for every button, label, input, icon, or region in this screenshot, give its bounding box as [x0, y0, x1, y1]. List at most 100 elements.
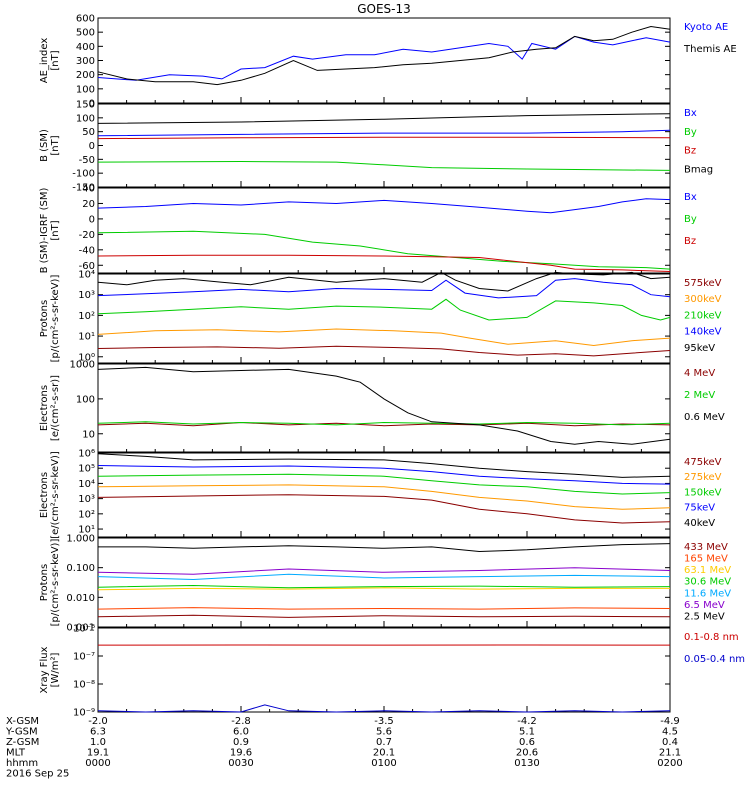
date-label: 2016 Sep 25: [6, 769, 69, 780]
footer-value: 4.5: [662, 727, 678, 738]
y-tick-label: 100: [76, 394, 95, 405]
legend-entry: Themis AE: [683, 44, 737, 55]
y-tick-label: 10⁻⁷: [73, 652, 95, 663]
y-tick-label: 10⁶: [78, 449, 95, 460]
y-axis-label: B (SM)-IGRF (SM): [39, 188, 50, 274]
series-line: [97, 278, 671, 299]
footer-value: 21.1: [659, 748, 681, 759]
legend-entry: By: [684, 214, 697, 225]
y-tick-label: 0: [89, 99, 95, 110]
panel-frame: [97, 627, 671, 713]
y-tick-label: 0.010: [66, 593, 95, 604]
series-line: [97, 421, 671, 427]
footer-value: 0.9: [233, 737, 249, 748]
y-axis-label: Electrons: [39, 385, 50, 431]
y-axis-label: Protons: [39, 300, 50, 337]
legend-entry: 300keV: [684, 294, 722, 305]
footer-value: 20.1: [373, 748, 395, 759]
series-line: [97, 254, 671, 272]
legend-entry: 40keV: [684, 518, 715, 529]
series-line: [97, 614, 671, 618]
y-tick-label: 0.001: [66, 623, 95, 634]
panel-frame: [97, 103, 671, 188]
footer-value: -2.8: [231, 716, 251, 727]
series-line: [97, 129, 671, 137]
series-line: [97, 584, 671, 589]
series-line: [97, 298, 671, 321]
series-line: [97, 345, 671, 357]
y-axis-label: [p/(cm²-s-sr-keV)]: [50, 539, 61, 627]
footer-value: -4.2: [517, 716, 537, 727]
y-axis-label: [e/(cm²-s-sr)]: [50, 375, 61, 441]
y-tick-label: 10⁻⁶: [73, 624, 95, 635]
y-tick-label: 100: [76, 113, 95, 124]
footer-value: 0030: [228, 758, 253, 769]
y-axis-label: Xray Flux: [39, 646, 50, 693]
series-line: [98, 543, 671, 553]
series-line: [97, 453, 671, 478]
legend-entry: 275keV: [684, 472, 722, 483]
series-line: [97, 421, 671, 426]
y-tick-label: 600: [76, 14, 95, 25]
series-line: [97, 366, 671, 445]
y-tick-label: 1.000: [66, 534, 95, 545]
y-tick-label: -50: [79, 155, 95, 166]
series-line: [97, 473, 671, 495]
footer-value: -4.9: [660, 716, 680, 727]
series-line: [97, 567, 671, 575]
series-line: [97, 704, 671, 713]
footer-value: 0000: [85, 758, 110, 769]
y-tick-label: 20: [82, 199, 95, 210]
series-line: [97, 136, 671, 140]
series-line: [97, 607, 671, 610]
footer-row-label: Z-GSM: [6, 737, 39, 748]
legend-entry: 11.6 MeV: [684, 588, 731, 599]
footer-value: 20.6: [516, 748, 538, 759]
legend-entry: By: [684, 127, 697, 138]
series-line: [97, 25, 671, 86]
series-line: [97, 271, 671, 292]
panel-frame: [97, 17, 671, 104]
y-tick-label: 10¹: [78, 332, 95, 343]
footer-value: 6.0: [233, 727, 249, 738]
y-tick-label: 10²: [78, 509, 95, 520]
y-tick-label: 0: [89, 141, 95, 152]
legend-entry: 575keV: [684, 278, 722, 289]
legend-entry: 30.6 MeV: [684, 577, 731, 588]
legend-entry: 0.6 MeV: [684, 412, 725, 423]
panel-frame: [97, 452, 671, 538]
footer-row-label: X-GSM: [6, 716, 39, 727]
series-line: [97, 587, 670, 591]
y-tick-label: 10⁴: [78, 479, 95, 490]
y-axis-label: [nT]: [50, 50, 61, 70]
chart-title: GOES-13: [357, 2, 411, 16]
legend-entry: 210keV: [684, 310, 722, 321]
panel-frame: [97, 537, 671, 628]
footer-value: 19.6: [230, 748, 252, 759]
legend-entry: 165 MeV: [684, 554, 728, 565]
legend-entry: 0.1-0.8 nm: [684, 632, 739, 643]
y-tick-label: 200: [76, 70, 95, 81]
footer-row-label: MLT: [6, 748, 26, 759]
y-tick-label: -20: [79, 230, 95, 241]
footer-value: 0.4: [662, 737, 678, 748]
y-axis-label: [nT]: [50, 220, 61, 240]
y-tick-label: 10⁵: [78, 464, 95, 475]
y-tick-label: -150: [72, 183, 95, 194]
y-axis-label: [e/(cm²-s-sr-keV)]: [50, 451, 61, 539]
y-tick-label: 10⁰: [78, 352, 95, 363]
y-tick-label: 10²: [78, 311, 95, 322]
footer-value: 0100: [371, 758, 396, 769]
legend-entry: 150keV: [684, 487, 722, 498]
footer-value: 0200: [657, 758, 682, 769]
y-tick-label: 500: [76, 28, 95, 39]
series-line: [97, 484, 671, 510]
legend-entry: Bz: [684, 146, 696, 157]
y-axis-label: [W/m²]: [50, 652, 61, 687]
y-axis-label: [p/(cm²-s-sr-keV)]: [50, 275, 61, 363]
y-axis-label: Electrons: [39, 472, 50, 518]
legend-entry: 0.05-0.4 nm: [684, 654, 745, 665]
footer-value: 0.7: [376, 737, 392, 748]
footer-value: -2.0: [88, 716, 108, 727]
